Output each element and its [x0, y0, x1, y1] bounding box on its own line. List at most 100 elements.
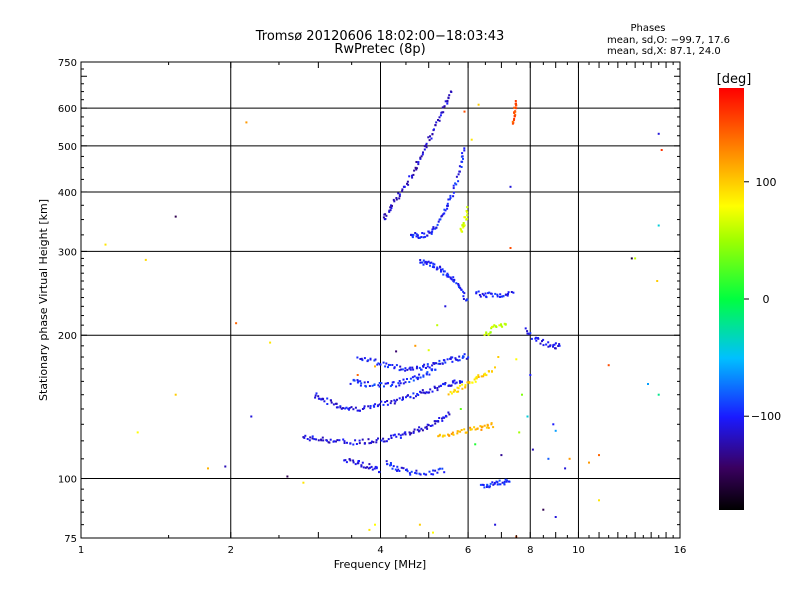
- data-point: [330, 401, 333, 404]
- data-point: [360, 465, 363, 468]
- data-point: [342, 407, 344, 410]
- data-point: [496, 293, 499, 296]
- data-point: [438, 434, 441, 437]
- data-point: [335, 402, 338, 405]
- data-point: [384, 401, 387, 403]
- data-point: [446, 204, 449, 207]
- data-point: [401, 368, 404, 371]
- data-point: [425, 367, 427, 369]
- data-point: [388, 210, 391, 213]
- data-point: [336, 439, 339, 442]
- data-point: [401, 190, 404, 193]
- data-point: [426, 363, 429, 366]
- data-point: [437, 435, 440, 438]
- data-point: [463, 110, 466, 113]
- data-point: [423, 363, 426, 366]
- data-point: [412, 397, 415, 400]
- data-point: [412, 233, 415, 236]
- data-point: [359, 409, 361, 412]
- data-point: [526, 415, 529, 418]
- data-point: [422, 375, 425, 378]
- data-point: [444, 383, 446, 386]
- data-point: [526, 330, 529, 333]
- data-point: [437, 420, 440, 423]
- data-point: [415, 395, 417, 398]
- data-point: [431, 390, 434, 393]
- data-point: [441, 214, 444, 217]
- data-point: [425, 146, 428, 149]
- data-point: [361, 438, 364, 441]
- data-point: [392, 198, 395, 201]
- data-point: [389, 402, 392, 405]
- data-point: [481, 483, 484, 486]
- data-point: [363, 357, 366, 360]
- data-point: [452, 380, 455, 383]
- data-point: [439, 384, 442, 387]
- data-point: [493, 481, 496, 484]
- data-point: [660, 149, 663, 151]
- data-point: [335, 440, 337, 443]
- data-point: [427, 349, 430, 352]
- x-tick-label: 6: [465, 545, 471, 556]
- data-point: [454, 357, 457, 360]
- data-point: [348, 458, 351, 461]
- data-point: [454, 389, 457, 392]
- data-point: [384, 365, 387, 368]
- data-point: [443, 270, 446, 273]
- data-point: [529, 332, 532, 335]
- data-point: [607, 364, 610, 367]
- data-point: [487, 332, 490, 335]
- data-point: [450, 392, 453, 395]
- data-point: [390, 437, 393, 439]
- data-point: [392, 465, 395, 468]
- data-point: [552, 344, 555, 347]
- data-point: [396, 469, 398, 472]
- data-point: [373, 384, 376, 386]
- data-point: [369, 407, 372, 410]
- data-point: [386, 403, 389, 406]
- data-point: [462, 355, 464, 358]
- data-point: [477, 376, 480, 378]
- data-point: [356, 356, 359, 359]
- data-point: [393, 399, 396, 402]
- data-point: [463, 428, 466, 431]
- data-point: [422, 151, 424, 154]
- data-point: [466, 214, 469, 217]
- data-point: [375, 467, 378, 470]
- data-point: [518, 431, 521, 434]
- data-point: [466, 206, 469, 209]
- data-point: [174, 393, 177, 396]
- data-point: [393, 366, 396, 369]
- data-point: [398, 380, 401, 382]
- data-point: [481, 292, 484, 295]
- data-point: [418, 237, 420, 239]
- data-point: [458, 384, 461, 387]
- data-point: [363, 442, 366, 445]
- data-point: [411, 376, 414, 379]
- data-point: [427, 230, 430, 233]
- data-point: [421, 389, 424, 392]
- data-point: [377, 384, 380, 387]
- data-point: [431, 364, 434, 367]
- data-point: [418, 426, 421, 429]
- data-point: [404, 433, 407, 436]
- data-point: [369, 405, 372, 407]
- data-point: [496, 295, 499, 298]
- data-point: [456, 358, 458, 361]
- data-point: [422, 263, 425, 266]
- data-point: [306, 438, 309, 440]
- data-point: [537, 337, 540, 340]
- data-point: [504, 323, 507, 326]
- data-point: [409, 395, 412, 398]
- data-point: [441, 111, 444, 114]
- data-point: [430, 261, 433, 264]
- data-point: [425, 425, 428, 428]
- data-point: [506, 294, 509, 297]
- data-point: [414, 232, 417, 234]
- data-point: [454, 382, 457, 385]
- data-point: [419, 261, 422, 264]
- data-point: [395, 385, 398, 388]
- data-point: [419, 259, 422, 261]
- data-point: [486, 424, 489, 427]
- data-point: [501, 325, 504, 328]
